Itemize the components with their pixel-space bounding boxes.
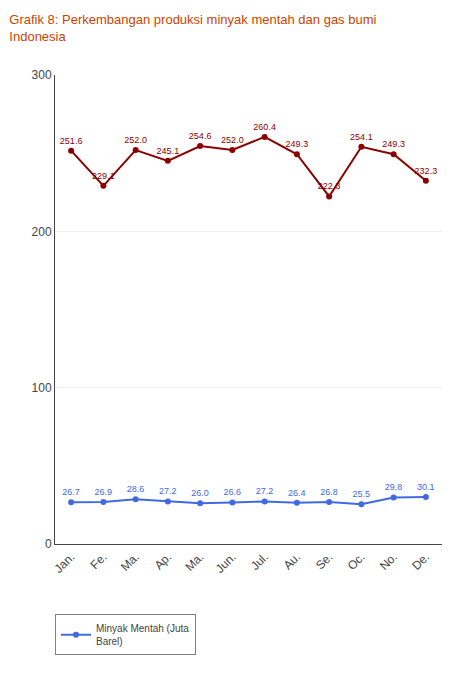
svg-text:222.3: 222.3 [318, 181, 341, 191]
svg-text:245.1: 245.1 [157, 146, 180, 156]
svg-text:Grafik 8: Perkembangan produks: Grafik 8: Perkembangan produksi minyak m… [9, 12, 376, 44]
svg-text:27.2: 27.2 [256, 486, 274, 496]
svg-text:26.8: 26.8 [320, 487, 338, 497]
svg-text:28.6: 28.6 [127, 484, 145, 494]
svg-text:Minyak Mentah (JutaBarel): Minyak Mentah (JutaBarel) [96, 623, 189, 647]
svg-text:232.3: 232.3 [415, 166, 438, 176]
svg-text:Jun.: Jun. [213, 550, 239, 576]
svg-text:252.0: 252.0 [124, 135, 147, 145]
svg-text:Ma.: Ma. [118, 550, 142, 574]
svg-text:Au.: Au. [281, 550, 304, 573]
svg-text:260.4: 260.4 [253, 122, 276, 132]
svg-text:29.8: 29.8 [385, 482, 403, 492]
svg-text:100: 100 [32, 381, 52, 395]
svg-text:229.1: 229.1 [92, 171, 115, 181]
svg-text:249.3: 249.3 [382, 139, 405, 149]
svg-text:Oc.: Oc. [345, 550, 368, 573]
svg-text:249.3: 249.3 [286, 139, 309, 149]
svg-text:Jul.: Jul. [248, 550, 271, 573]
svg-text:25.5: 25.5 [353, 489, 371, 499]
svg-text:30.1: 30.1 [417, 482, 435, 492]
svg-text:26.9: 26.9 [95, 487, 113, 497]
svg-text:Ap.: Ap. [152, 550, 175, 573]
svg-text:Ma.: Ma. [182, 550, 206, 574]
svg-text:Se.: Se. [313, 550, 336, 573]
svg-text:26.0: 26.0 [191, 488, 209, 498]
svg-text:200: 200 [32, 225, 52, 239]
svg-text:26.4: 26.4 [288, 488, 306, 498]
svg-text:27.2: 27.2 [159, 486, 177, 496]
svg-text:0: 0 [45, 537, 52, 551]
svg-text:251.6: 251.6 [60, 136, 83, 146]
svg-text:Jan.: Jan. [52, 550, 78, 576]
svg-text:254.6: 254.6 [189, 131, 212, 141]
svg-text:252.0: 252.0 [221, 135, 244, 145]
svg-text:De.: De. [409, 550, 432, 573]
svg-text:26.7: 26.7 [62, 487, 80, 497]
svg-text:300: 300 [32, 68, 52, 82]
svg-text:26.6: 26.6 [224, 487, 242, 497]
svg-text:No.: No. [377, 550, 400, 573]
svg-text:254.1: 254.1 [350, 132, 373, 142]
svg-text:Fe.: Fe. [88, 550, 110, 572]
